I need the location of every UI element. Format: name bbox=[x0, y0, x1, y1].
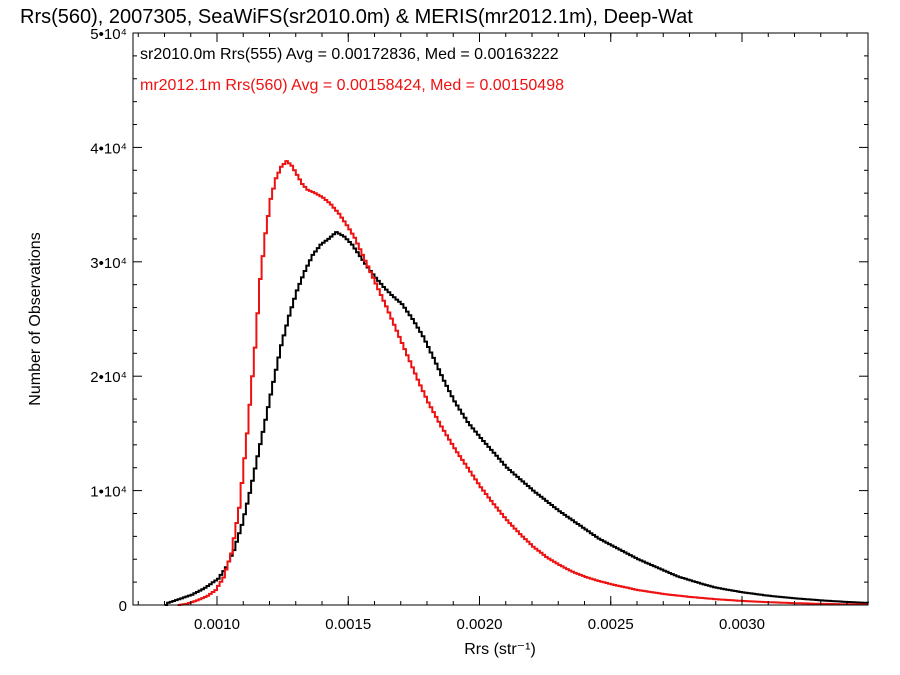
x-tick-label: 0.0030 bbox=[719, 616, 765, 633]
x-tick-label: 0.0020 bbox=[457, 616, 503, 633]
plot-frame bbox=[132, 32, 869, 606]
x-tick-label: 0.0025 bbox=[588, 616, 634, 633]
y-tick-label: 2•10⁴ bbox=[90, 369, 127, 386]
x-tick-label: 0.0010 bbox=[194, 616, 240, 633]
y-axis-label: Number of Observations bbox=[27, 232, 44, 405]
legend-annotations: sr2010.0m Rrs(555) Avg = 0.00172836, Med… bbox=[140, 46, 564, 94]
y-tick-label: 3•10⁴ bbox=[90, 255, 127, 272]
chart-title: Rrs(560), 2007305, SeaWiFS(sr2010.0m) & … bbox=[20, 6, 693, 28]
x-tick-label: 0.0015 bbox=[325, 616, 371, 633]
legend-annotation-2: mr2012.1m Rrs(560) Avg = 0.00158424, Med… bbox=[140, 77, 564, 94]
y-tick-label: 0 bbox=[119, 598, 127, 615]
y-axis: 0 1•10⁴ 2•10⁴ 3•10⁴ 4•10⁴ 5•10⁴ bbox=[90, 26, 868, 615]
x-axis-label: Rrs (str⁻¹) bbox=[464, 641, 536, 658]
y-tick-label: 1•10⁴ bbox=[90, 484, 127, 501]
y-tick-label: 5•10⁴ bbox=[90, 26, 127, 43]
legend-annotation-1: sr2010.0m Rrs(555) Avg = 0.00172836, Med… bbox=[140, 46, 559, 63]
series-line-2 bbox=[177, 160, 868, 606]
plot-series bbox=[164, 160, 869, 606]
series-line-1 bbox=[164, 231, 869, 606]
y-tick-label: 4•10⁴ bbox=[90, 140, 127, 157]
x-axis: 0.0010 0.0015 0.0020 0.0025 0.0030 bbox=[137, 33, 848, 633]
